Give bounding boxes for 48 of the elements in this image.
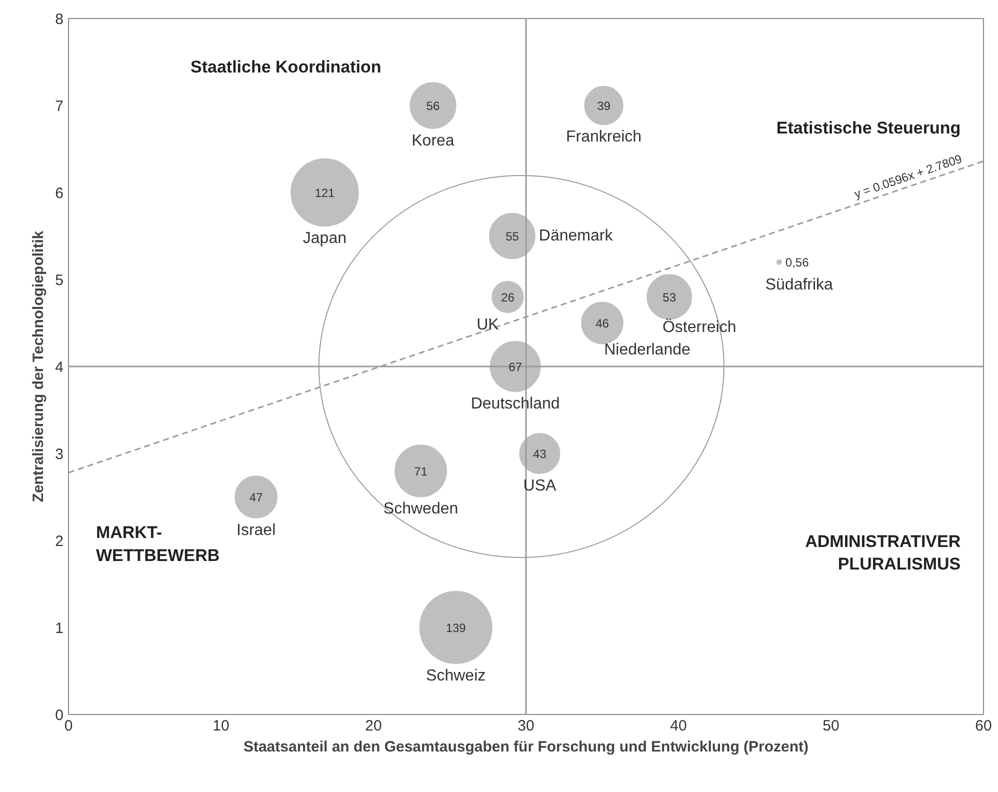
annotation: 56 bbox=[426, 99, 440, 113]
x-tick-label: 40 bbox=[670, 718, 687, 734]
annotation: 39 bbox=[597, 99, 611, 113]
y-tick-label: 4 bbox=[55, 359, 64, 376]
x-tick-label: 60 bbox=[975, 718, 992, 734]
series-label: Schweden bbox=[383, 500, 458, 518]
series-label: Niederlande bbox=[604, 342, 690, 359]
annotation: Staatliche Koordination bbox=[190, 58, 382, 77]
annotation: 43 bbox=[533, 447, 547, 461]
annotation: 139 bbox=[446, 621, 466, 635]
annotation: 26 bbox=[501, 290, 515, 304]
annotation: 71 bbox=[414, 464, 428, 478]
series-label: Dänemark bbox=[538, 228, 614, 244]
x-tick-label: 10 bbox=[212, 718, 230, 734]
x-tick-label: 20 bbox=[365, 718, 382, 734]
annotation: 67 bbox=[508, 360, 522, 374]
series-label: Südafrika bbox=[765, 276, 834, 294]
y-tick-label: 3 bbox=[55, 446, 64, 463]
x-tick-label: 50 bbox=[822, 718, 840, 734]
series-label: UK bbox=[476, 316, 500, 334]
y-tick-label: 6 bbox=[55, 185, 64, 202]
y-tick-label: 5 bbox=[55, 272, 64, 289]
annotation: 47 bbox=[249, 490, 264, 504]
series-label: USA bbox=[523, 478, 556, 495]
y-tick-label: 0 bbox=[55, 707, 64, 724]
series-label: Israel bbox=[236, 522, 276, 539]
series-label: Korea bbox=[412, 132, 454, 150]
y-axis-title: Zentralisierung der Technologiepolitik bbox=[30, 230, 48, 502]
y-tick-label: 7 bbox=[55, 98, 64, 115]
x-tick-label: 30 bbox=[518, 718, 534, 734]
annotation: 55 bbox=[506, 230, 520, 244]
series-label: Deutschland bbox=[470, 395, 560, 412]
annotation: 121 bbox=[314, 186, 336, 200]
series-label: Österreich bbox=[662, 318, 736, 336]
series-label: Schweiz bbox=[426, 668, 486, 684]
y-tick-label: 1 bbox=[55, 620, 64, 637]
annotation: 46 bbox=[596, 316, 610, 330]
annotation: Etatistische Steuerung bbox=[776, 118, 961, 138]
annotation: 0,56 bbox=[785, 256, 810, 270]
y-tick-label: 8 bbox=[55, 11, 64, 28]
series-label: Frankreich bbox=[566, 128, 642, 146]
x-axis-title: Staatsanteil an den Gesamtausgaben für Forschung und Entwicklung (Prozent) bbox=[243, 738, 809, 756]
y-tick-label: 2 bbox=[55, 533, 64, 550]
annotation: MARKT- WETTBEWERB bbox=[96, 523, 220, 565]
annotation: ADMINISTRATIVER PLURALISMUS bbox=[805, 532, 961, 574]
annotation: 53 bbox=[662, 290, 676, 304]
series-label: Japan bbox=[302, 230, 346, 248]
annotation: y = 0.0596x + 2.7809 bbox=[852, 152, 964, 202]
